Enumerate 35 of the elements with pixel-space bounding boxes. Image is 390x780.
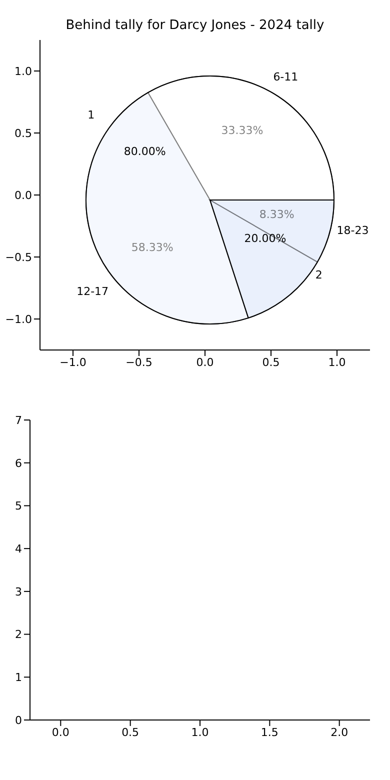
data-label: 58.33%	[131, 241, 174, 254]
y-tick-label: 1	[15, 671, 22, 684]
y-tick-label: −0.5	[5, 250, 32, 264]
slice-label: 6-11	[273, 70, 298, 84]
pie-slice	[210, 200, 334, 318]
y-tick-label: 4	[15, 542, 22, 556]
y-tick-label: 3	[15, 585, 22, 598]
x-tick-label: 1.5	[260, 726, 278, 739]
y-tick-label: 5	[15, 500, 22, 513]
slice-label: 18-23	[336, 224, 369, 237]
data-label: 33.33%	[221, 124, 264, 138]
y-tick-label: 0	[15, 714, 22, 727]
x-tick-label: −0.5	[126, 356, 152, 369]
y-tick-label: 6	[15, 456, 22, 470]
y-tick-label: 2	[15, 628, 22, 642]
x-tick-label: 0.0	[52, 726, 70, 739]
x-tick-label: 2.0	[330, 726, 348, 739]
x-tick-label: 1.0	[191, 726, 209, 739]
x-tick-label: 0.5	[262, 356, 280, 369]
y-tick-label: 0.5	[14, 126, 32, 140]
x-tick-label: 0.5	[122, 726, 140, 739]
slice-label: 1	[88, 108, 95, 122]
y-tick-label: 0.0	[14, 188, 32, 202]
slice-label: 2	[315, 268, 322, 282]
y-tick-label: 1.0	[14, 64, 32, 78]
data-label: 80.00%	[124, 144, 166, 158]
slice-label: 12-17	[76, 284, 109, 298]
chart-title: Behind tally for Darcy Jones - 2024 tally	[64, 18, 326, 33]
data-label: 20.00%	[244, 232, 286, 246]
x-tick-label: 1.0	[328, 356, 346, 369]
x-tick-label: −1.0	[60, 356, 86, 369]
y-tick-label: 7	[15, 414, 22, 427]
x-tick-label: 0.0	[196, 356, 214, 369]
data-label: 8.33%	[259, 208, 294, 221]
y-tick-label: −1.0	[5, 312, 32, 326]
